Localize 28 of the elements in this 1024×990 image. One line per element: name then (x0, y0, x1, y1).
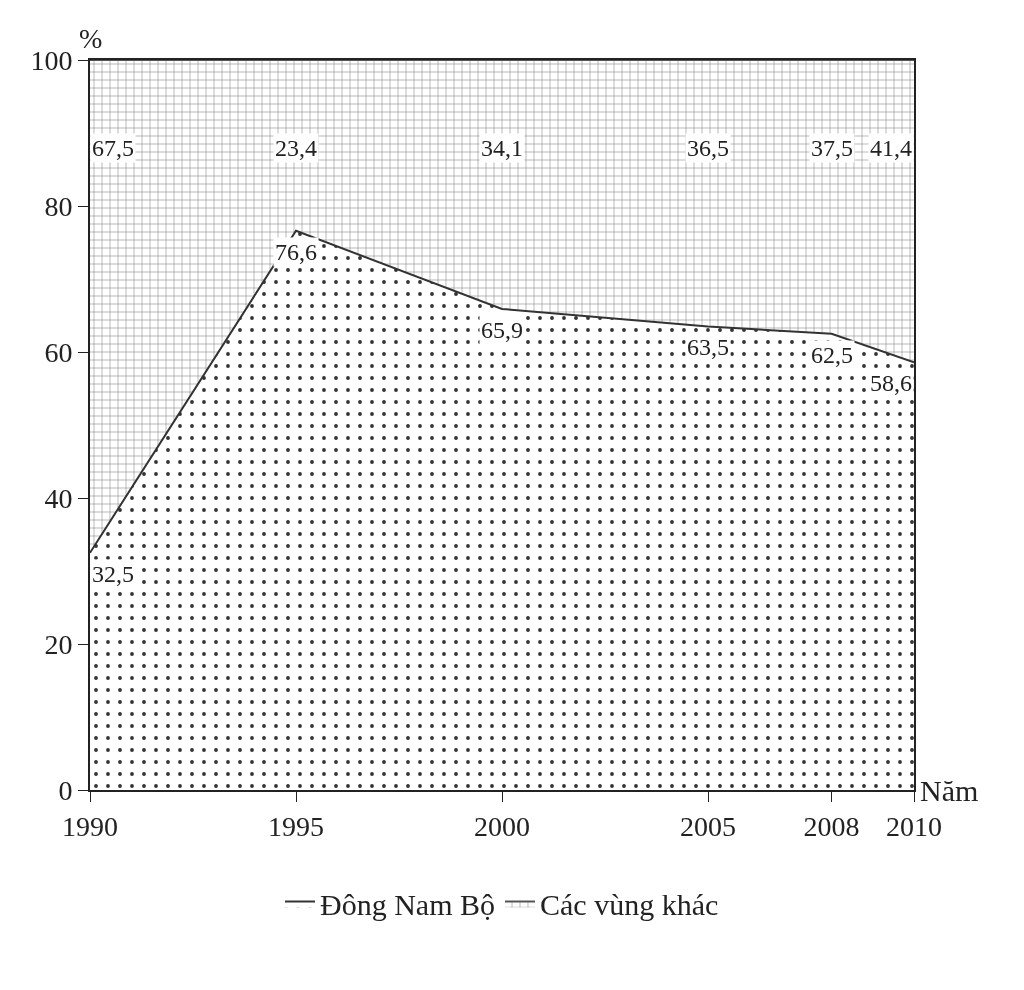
x-tick-label: 1995 (268, 810, 324, 842)
data-label: 37,5 (811, 135, 853, 161)
y-tick-label: 80 (44, 190, 73, 222)
data-label: 36,5 (687, 135, 729, 161)
data-label: 63,5 (687, 334, 729, 360)
data-label: 65,9 (481, 317, 523, 343)
data-label: 32,5 (92, 561, 134, 587)
data-label: 34,1 (481, 135, 523, 161)
y-tick-label: 0 (58, 774, 73, 806)
y-tick-label: 100 (30, 44, 73, 76)
y-axis-title: % (79, 23, 103, 54)
legend-label: Các vùng khác (540, 888, 719, 922)
data-label: 76,6 (275, 239, 317, 265)
y-tick-label: 20 (44, 628, 73, 660)
legend-label: Đông Nam Bộ (320, 888, 495, 922)
x-tick-label: 2005 (680, 810, 736, 842)
data-label: 67,5 (92, 135, 134, 161)
data-label: 62,5 (811, 342, 853, 368)
data-label: 58,6 (870, 370, 912, 396)
x-tick-label: 2000 (474, 810, 530, 842)
x-tick-label: 2010 (886, 810, 942, 842)
y-tick-label: 60 (44, 336, 73, 368)
x-axis-title: Năm (920, 774, 979, 807)
data-label: 23,4 (275, 135, 317, 161)
y-tick-label: 40 (44, 482, 73, 514)
data-label: 41,4 (870, 135, 912, 161)
x-tick-label: 1990 (62, 810, 118, 842)
x-tick-label: 2008 (803, 810, 860, 842)
